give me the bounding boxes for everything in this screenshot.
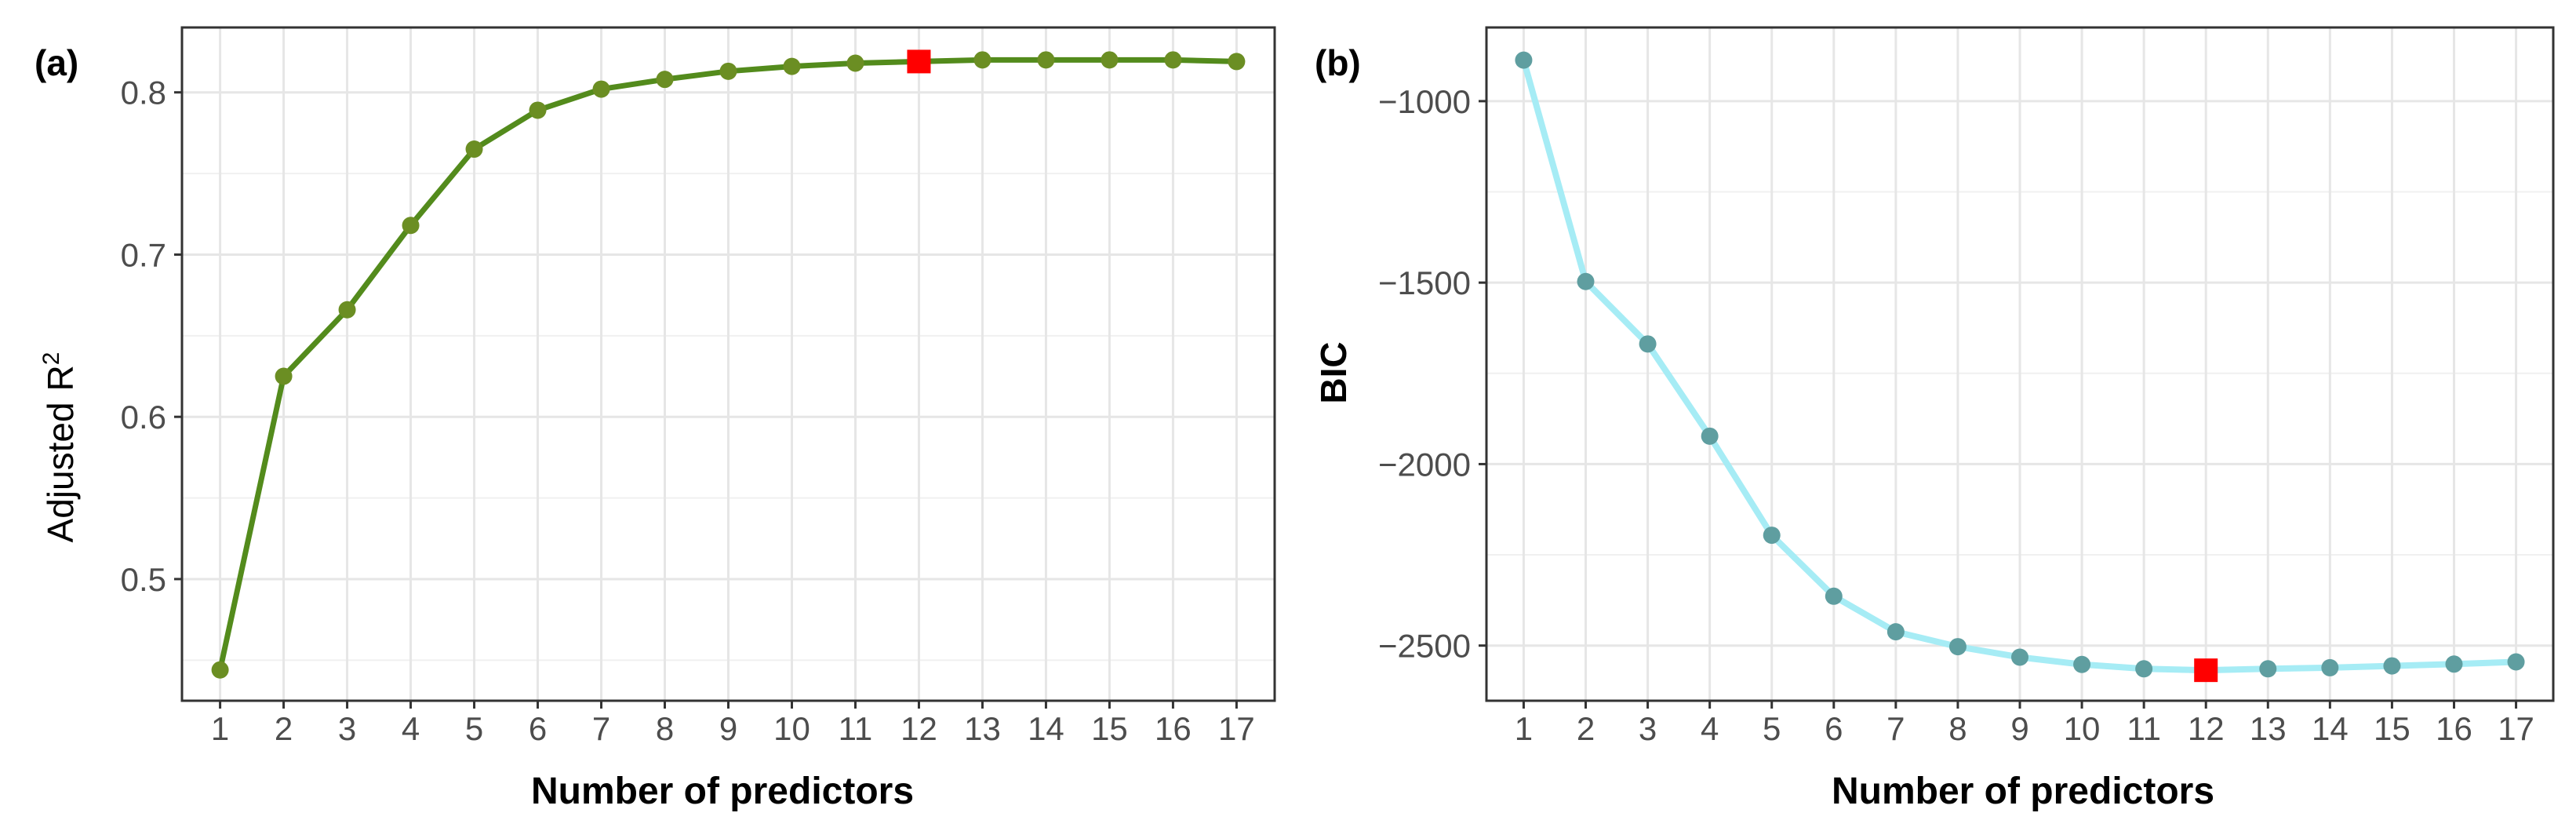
data-point [1701, 427, 1719, 445]
x-tick-label: 16 [2436, 710, 2472, 747]
y-tick-label: −1000 [1378, 83, 1471, 120]
x-tick-label: 3 [1639, 710, 1657, 747]
data-point [211, 661, 229, 679]
panel-b-bic: (b) BIC Number of predictors 1 2 3 4 5 6 7 8 9 10… [1313, 26, 2555, 812]
data-point [719, 62, 737, 80]
x-tick-label: 7 [592, 710, 610, 747]
x-tick-label: 7 [1887, 710, 1905, 747]
data-point [1101, 51, 1119, 69]
data-point [783, 57, 801, 75]
x-tick-label: 12 [2188, 710, 2225, 747]
x-tick-label: 15 [2374, 710, 2410, 747]
data-point [1037, 51, 1055, 69]
data-point [2321, 658, 2339, 676]
x-tick-label: 16 [1155, 710, 1192, 747]
panel-b-plot-area: 1 2 3 4 5 6 7 8 9 10 11 12 13 14 15 16 17−2500−2000−1500… [1378, 26, 2555, 747]
x-tick-label: 5 [465, 710, 483, 747]
x-tick-label: 13 [2250, 710, 2287, 747]
data-point [2507, 653, 2525, 671]
x-tick-label: 10 [2064, 710, 2101, 747]
data-point [1825, 587, 1843, 605]
panel-a-x-axis-label: Number of predictors [531, 771, 914, 812]
x-tick-label: 11 [2127, 710, 2161, 747]
data-point [529, 101, 547, 119]
panel-a-y-axis-label: AdjustedR2 [38, 352, 81, 543]
data-point [2135, 660, 2153, 678]
data-point [1763, 527, 1781, 545]
x-tick-label: 6 [529, 710, 547, 747]
x-tick-label: 12 [901, 710, 937, 747]
x-tick-label: 4 [1701, 710, 1719, 747]
data-point [1887, 623, 1905, 641]
x-tick-label: 14 [2312, 710, 2349, 747]
x-tick-label: 8 [1948, 710, 1967, 747]
data-point [1228, 53, 1246, 71]
data-point [2383, 657, 2401, 675]
data-point [402, 217, 420, 235]
y-tick-label: −2500 [1378, 628, 1471, 665]
x-tick-label: 11 [839, 710, 873, 747]
panel-a-tag: (a) [35, 42, 78, 83]
x-tick-label: 15 [1091, 710, 1128, 747]
y-tick-label: 0.8 [121, 75, 166, 111]
data-point [2073, 655, 2091, 673]
data-point [1577, 272, 1595, 290]
data-point [2259, 660, 2277, 678]
x-tick-label: 9 [719, 710, 737, 747]
y-tick-label: −1500 [1378, 264, 1471, 301]
data-point [656, 71, 674, 89]
x-tick-label: 6 [1825, 710, 1843, 747]
x-tick-label: 10 [773, 710, 810, 747]
x-tick-label: 2 [1577, 710, 1595, 747]
x-tick-label: 1 [1515, 710, 1533, 747]
data-point [592, 80, 610, 98]
panel-b-y-axis-label: BIC [1313, 341, 1354, 403]
x-tick-label: 14 [1028, 710, 1064, 747]
data-point [2445, 655, 2463, 673]
best-model-marker [2194, 658, 2218, 683]
x-tick-label: 2 [275, 710, 293, 747]
y-tick-label: 0.7 [121, 236, 166, 273]
x-tick-label: 17 [2498, 710, 2534, 747]
data-point [2011, 648, 2028, 666]
data-point [1515, 51, 1533, 69]
x-tick-label: 17 [1218, 710, 1255, 747]
panel-b-x-axis-label: Number of predictors [1832, 771, 2214, 812]
panel-a-plot-area: 1 2 3 4 5 6 7 8 9 10 11 12 13 14 15 16 170.50.60.70.8 [121, 26, 1276, 747]
data-point [1164, 51, 1182, 69]
x-tick-label: 4 [402, 710, 420, 747]
data-point [846, 54, 864, 72]
x-tick-label: 8 [656, 710, 674, 747]
data-point [465, 140, 483, 159]
x-tick-label: 3 [338, 710, 356, 747]
x-tick-label: 9 [2010, 710, 2028, 747]
data-point [275, 367, 293, 385]
best-model-marker [907, 49, 931, 74]
data-point [338, 301, 356, 319]
y-tick-label: 0.6 [121, 399, 166, 436]
data-point [973, 51, 991, 69]
data-point [1639, 335, 1657, 353]
y-tick-label: 0.5 [121, 561, 166, 598]
x-tick-label: 13 [964, 710, 1001, 747]
panel-b-tag: (b) [1315, 42, 1361, 83]
y-tick-label: −2000 [1378, 446, 1471, 483]
x-tick-label: 1 [211, 710, 229, 747]
x-tick-label: 5 [1763, 710, 1781, 747]
data-point [1948, 638, 1967, 656]
